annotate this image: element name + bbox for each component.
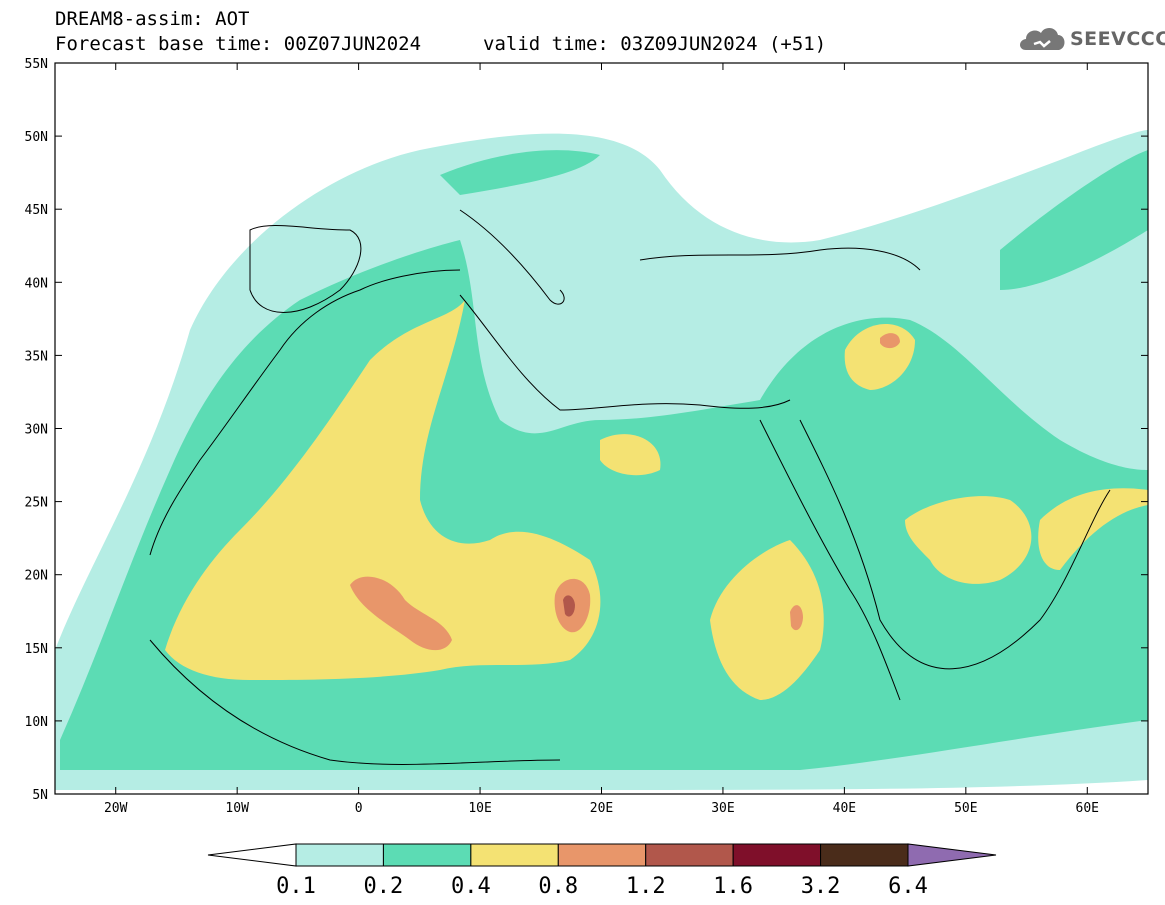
colorbar-cell xyxy=(470,843,559,867)
lat-label: 5N xyxy=(32,788,48,803)
lon-label: 20W xyxy=(104,801,128,816)
aot-contour-yellow-libya xyxy=(600,434,661,476)
colorbar-cell xyxy=(295,843,384,867)
aot-contour-yellow-oman xyxy=(1038,488,1148,570)
colorbar-label: 0.4 xyxy=(451,874,491,899)
longitude-axis: 20W 10W 0 10E 20E 30E 40E 50E 60E xyxy=(104,63,1099,816)
lat-label: 20N xyxy=(25,569,48,584)
lat-label: 15N xyxy=(25,642,48,657)
aot-contour-yellow-sahara xyxy=(165,300,601,680)
colorbar-label: 0.8 xyxy=(538,874,578,899)
colorbar-label: 6.4 xyxy=(888,874,928,899)
lat-label: 10N xyxy=(25,715,48,730)
lon-label: 0 xyxy=(355,801,363,816)
cloud-icon xyxy=(1020,27,1065,50)
colorbar-cell xyxy=(645,843,734,867)
colorbar: 0.1 0.2 0.4 0.8 1.2 1.6 3.2 6.4 xyxy=(207,843,997,899)
lat-label: 45N xyxy=(25,203,48,218)
aot-contour-yellow-arabia xyxy=(905,496,1032,584)
colorbar-label: 0.1 xyxy=(276,874,316,899)
aot-contour-yellow-sudan xyxy=(710,540,824,700)
colorbar-cell xyxy=(557,843,647,867)
aot-contour-orange-sudan xyxy=(790,605,803,631)
aot-field xyxy=(55,130,1148,790)
coastline-arabia xyxy=(799,419,1111,670)
seevccc-logo: SEEVCCC xyxy=(1016,22,1165,58)
aot-contour-red-chad xyxy=(563,595,575,617)
coastline-anatolia xyxy=(639,247,921,271)
valid-time: valid time: 03Z09JUN2024 (+51) xyxy=(483,33,827,55)
colorbar-label: 1.6 xyxy=(713,874,753,899)
lat-label: 30N xyxy=(25,423,48,438)
colorbar-cell xyxy=(820,843,909,867)
lon-label: 10W xyxy=(225,801,249,816)
aot-contour-orange-iraq xyxy=(880,333,900,349)
map-title: DREAM8-assim: AOT xyxy=(55,8,250,30)
colorbar-cell xyxy=(732,843,822,867)
coastline-west-africa xyxy=(149,269,461,556)
lat-label: 40N xyxy=(25,276,48,291)
coastline-red-sea xyxy=(759,419,901,701)
aot-contour-teal-n xyxy=(440,150,600,195)
colorbar-arrow-high xyxy=(907,843,997,867)
colorbar-label: 3.2 xyxy=(801,874,841,899)
colorbar-label: 0.2 xyxy=(364,874,404,899)
forecast-base-time: Forecast base time: 00Z07JUN2024 xyxy=(55,33,422,55)
coastline-iberia xyxy=(249,225,362,313)
coastline-italy xyxy=(459,209,565,305)
coastline-gulf-guinea xyxy=(149,639,561,765)
lon-label: 40E xyxy=(833,801,856,816)
colorbar-label: 1.2 xyxy=(626,874,666,899)
lon-label: 30E xyxy=(711,801,734,816)
coastline-north-africa xyxy=(459,294,791,411)
coastlines xyxy=(149,209,1111,765)
lon-label: 20E xyxy=(590,801,613,816)
lat-label: 50N xyxy=(25,130,48,145)
latitude-axis: 55N 50N 45N 40N 35N 30N 25N 20N 15N 10N 5N xyxy=(25,57,1148,803)
colorbar-cell xyxy=(382,843,472,867)
logo-text: SEEVCCC xyxy=(1070,28,1165,50)
lon-label: 60E xyxy=(1076,801,1099,816)
aot-contour-teal-ne xyxy=(1000,150,1148,290)
lat-label: 35N xyxy=(25,349,48,364)
colorbar-arrow-low xyxy=(207,843,297,867)
lon-label: 10E xyxy=(468,801,491,816)
lon-label: 50E xyxy=(954,801,977,816)
lat-label: 55N xyxy=(25,57,48,72)
aot-contour-orange-west xyxy=(350,576,452,651)
lat-label: 25N xyxy=(25,496,48,511)
